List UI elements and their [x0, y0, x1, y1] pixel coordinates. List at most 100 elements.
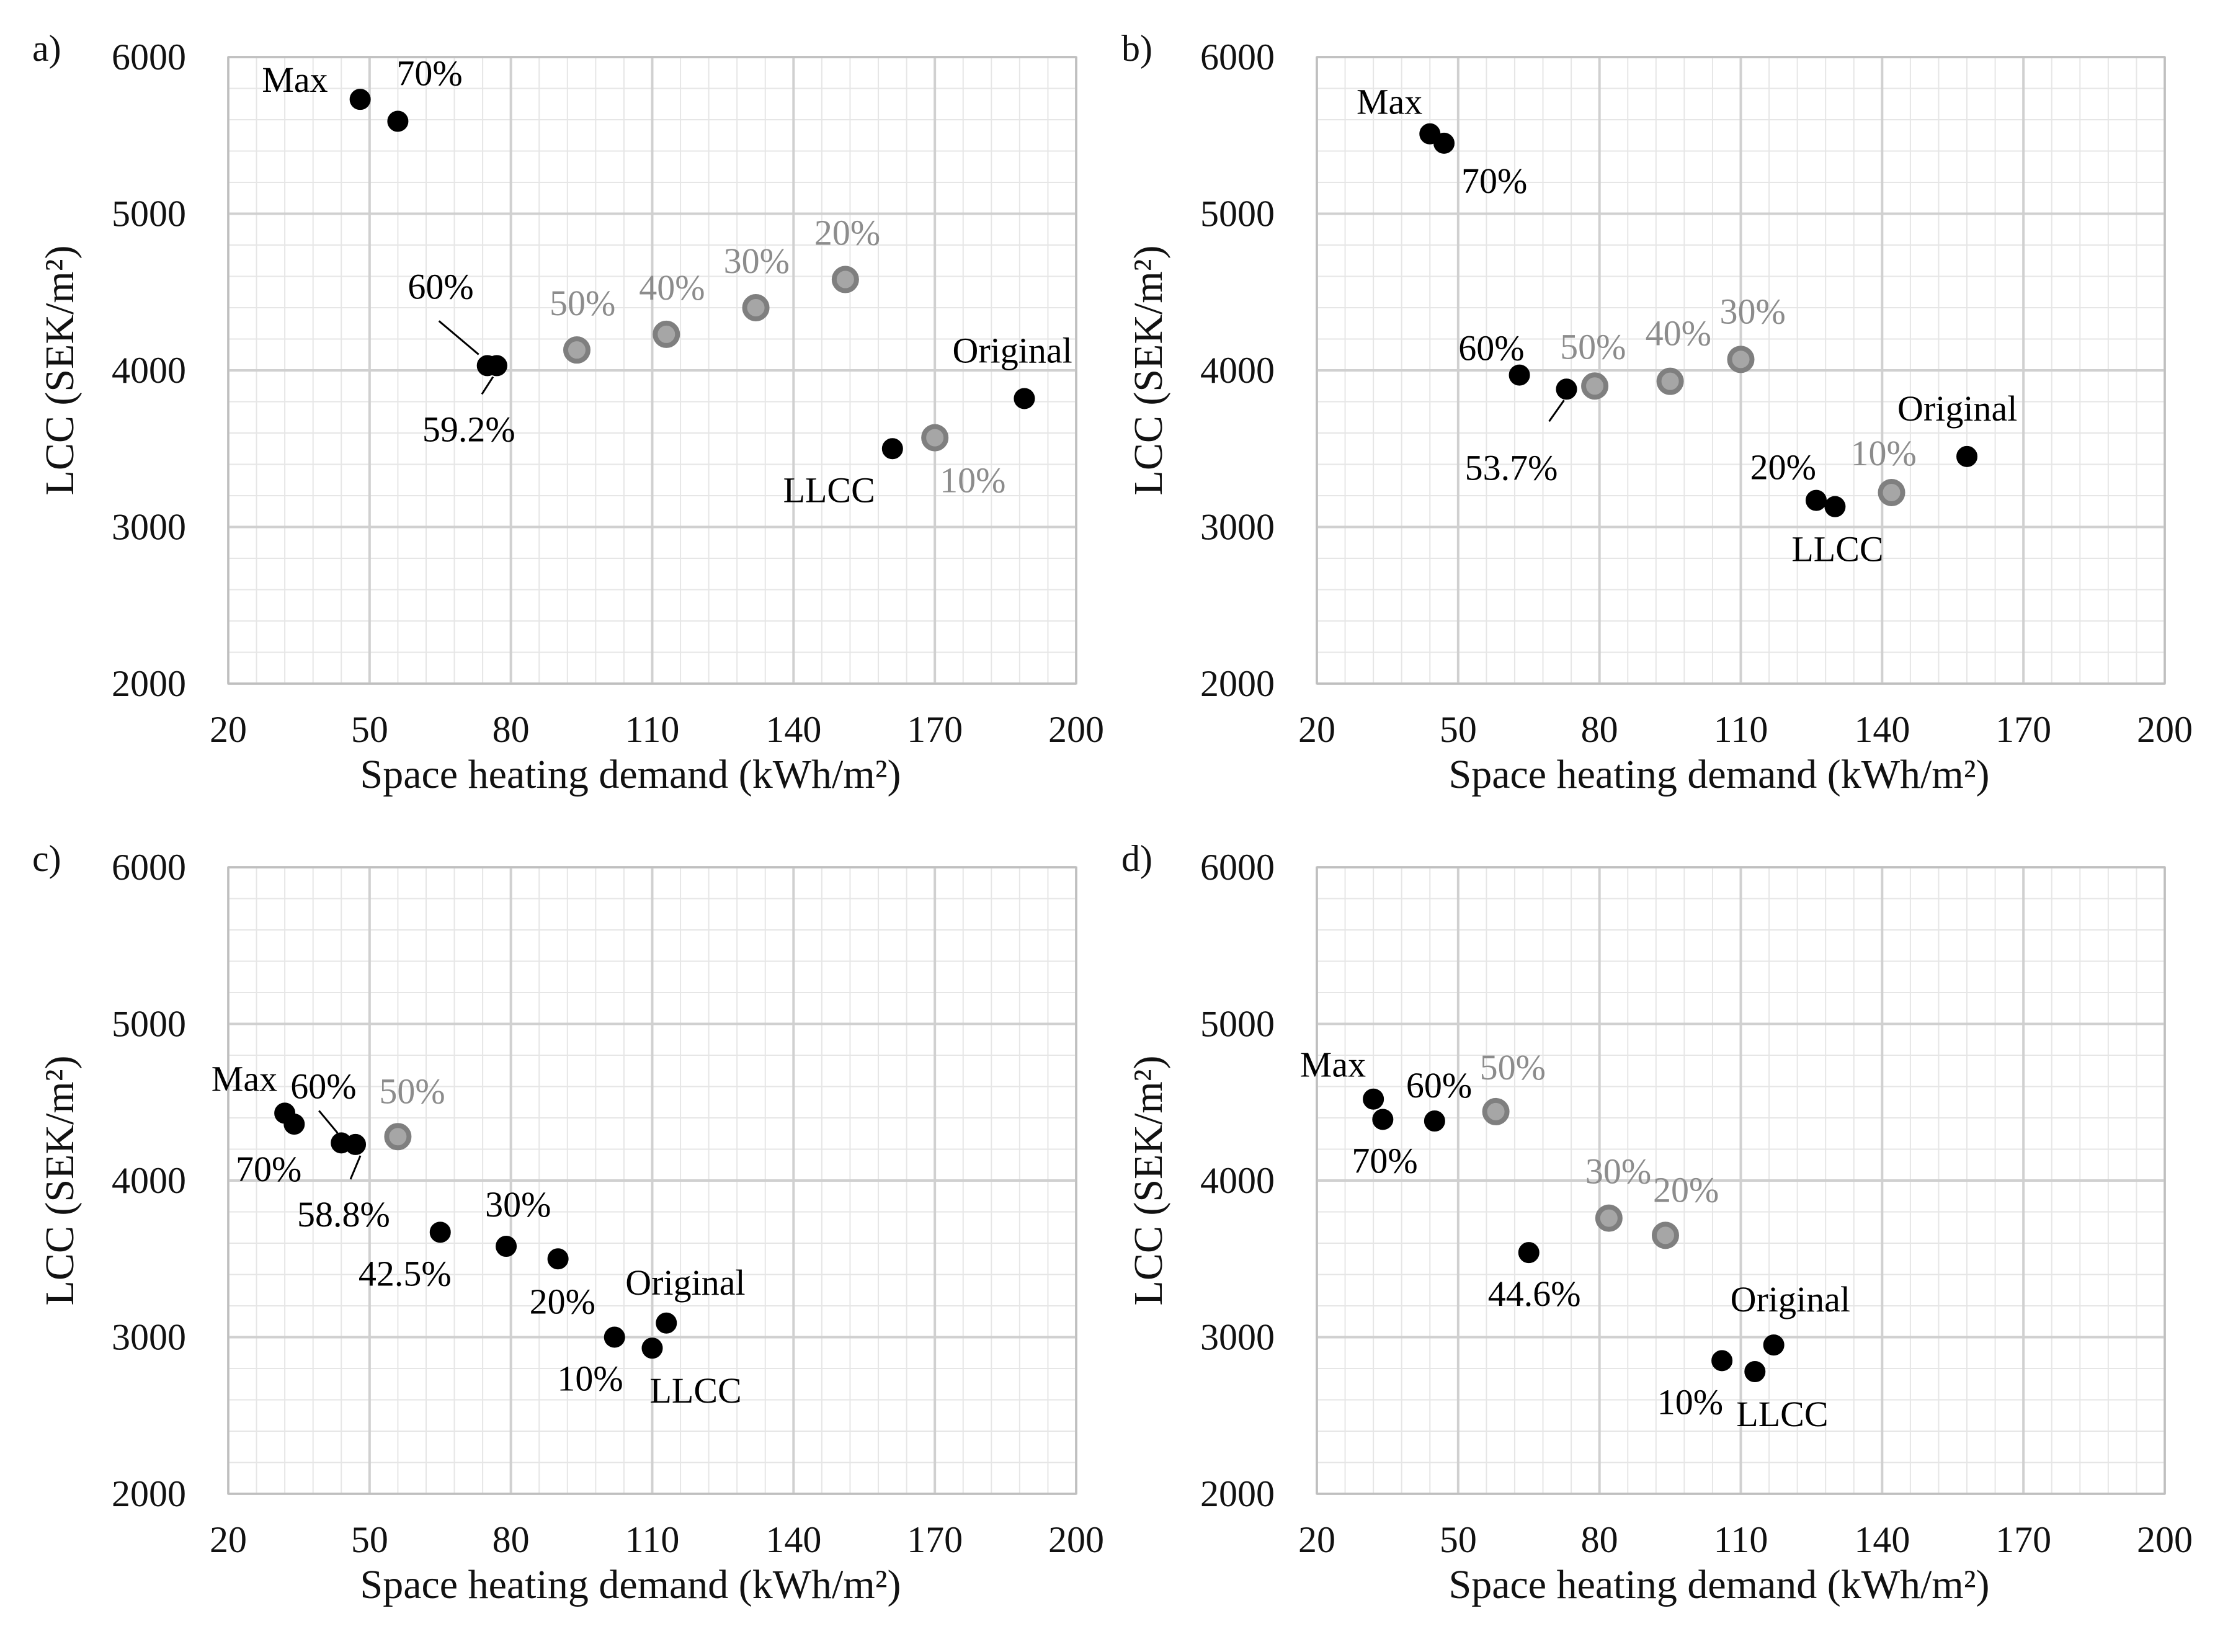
data-label-llcc: LLCC	[1791, 529, 1883, 569]
y-tick-label: 5000	[112, 1004, 186, 1045]
data-label-llcc: LLCC	[650, 1370, 742, 1411]
point-60pct	[1509, 364, 1530, 386]
data-label-40pct: 40%	[639, 267, 705, 308]
leader-line-58-8pct	[349, 1155, 362, 1180]
leader-line-53-7pct	[1548, 400, 1565, 422]
data-label-60pct: 60%	[1406, 1065, 1472, 1105]
data-label-original: Original	[1897, 388, 2017, 429]
series-points	[349, 89, 1035, 460]
panel-label: c)	[32, 838, 61, 879]
x-tick-label: 110	[1714, 709, 1768, 750]
y-axis-title: LCC (SEK/m²)	[1126, 1056, 1171, 1306]
y-tick-label: 4000	[112, 350, 186, 391]
x-tick-label: 140	[765, 709, 821, 750]
point-10pct	[1878, 478, 1905, 506]
plot-frame	[227, 866, 1077, 1495]
series-points	[1363, 1088, 1785, 1383]
x-tick-label: 110	[625, 1519, 680, 1560]
x-axis-title: Space heating demand (kWh/m²)	[1449, 752, 1990, 797]
x-tick-label: 20	[1298, 709, 1335, 750]
y-tick-label: 2000	[1200, 1473, 1275, 1514]
y-tick-label: 6000	[1200, 37, 1275, 78]
y-tick-label: 2000	[1200, 663, 1275, 704]
x-axis-title: Space heating demand (kWh/m²)	[1449, 1562, 1990, 1607]
x-tick-label: 110	[1714, 1519, 1768, 1560]
x-axis-title: Space heating demand (kWh/m²)	[360, 1562, 901, 1607]
x-tick-label: 80	[1581, 1519, 1618, 1560]
x-tick-label: 20	[210, 1519, 247, 1560]
x-tick-label: 140	[1854, 709, 1910, 750]
y-tick-label: 2000	[112, 1473, 186, 1514]
point-70pct	[283, 1114, 305, 1135]
data-label-max: Max	[212, 1058, 277, 1099]
y-tick-label: 3000	[112, 507, 186, 548]
panel-b: 20 50 80 110 140 170 200 2000 3000 4000 5000 6000 Sp…	[1121, 28, 2193, 797]
data-label-original: Original	[1731, 1279, 1850, 1319]
x-tick-label: 80	[492, 1519, 530, 1560]
point-50pct	[1581, 372, 1609, 400]
point-40pct	[1656, 367, 1684, 395]
plot-frame	[227, 56, 1077, 685]
point-max	[349, 89, 371, 110]
data-label-40pct: 40%	[1646, 313, 1711, 354]
point-20pct	[1651, 1221, 1679, 1249]
data-label-20pct: 20%	[530, 1281, 595, 1321]
panel-d: 20 50 80 110 140 170 200 2000 3000 4000 5000 6000 Sp…	[1121, 838, 2193, 1607]
point-10pct	[1711, 1350, 1733, 1372]
data-label-llcc: LLCC	[1736, 1394, 1828, 1434]
point-50pct	[384, 1123, 412, 1151]
x-tick-label: 170	[1995, 709, 2051, 750]
data-label-max: Max	[262, 60, 328, 100]
data-label-30pct: 30%	[1585, 1151, 1651, 1192]
point-llcc	[881, 438, 903, 460]
point-40pct	[653, 320, 680, 348]
y-tick-label: 3000	[112, 1317, 186, 1358]
x-tick-label: 200	[2137, 1519, 2193, 1560]
data-label-59-2pct: 59.2%	[422, 409, 515, 449]
y-tick-label: 5000	[112, 194, 186, 234]
x-tick-label: 110	[625, 709, 680, 750]
leader-line-60pct	[318, 1110, 339, 1134]
point-60pct	[1424, 1110, 1445, 1132]
panel-label: b)	[1121, 28, 1152, 69]
data-label-30pct: 30%	[1720, 291, 1786, 331]
y-axis-title: LCC (SEK/m²)	[37, 1056, 82, 1306]
y-tick-label: 4000	[1200, 1160, 1275, 1201]
y-tick-label: 5000	[1200, 194, 1275, 234]
x-tick-label: 140	[1854, 1519, 1910, 1560]
data-label-30pct: 30%	[485, 1184, 551, 1225]
data-label-30pct: 30%	[724, 241, 790, 281]
data-label-58-8pct: 58.8%	[297, 1194, 390, 1235]
data-label-70pct: 70%	[1461, 161, 1527, 201]
point-42-5pct	[429, 1221, 451, 1243]
panel-a: 20 50 80 110 140 170 200 2000 3000 4000 5000 6000 Sp…	[32, 28, 1104, 797]
x-tick-label: 200	[1048, 1519, 1104, 1560]
data-label-original: Original	[952, 330, 1072, 370]
x-tick-label: 170	[907, 709, 963, 750]
leader-line-59-2pct	[481, 376, 494, 395]
point-59-2pct	[486, 355, 507, 377]
data-label-10pct: 10%	[557, 1359, 623, 1399]
data-label-42-5pct: 42.5%	[359, 1253, 452, 1293]
x-axis-title: Space heating demand (kWh/m²)	[360, 752, 901, 797]
y-tick-label: 3000	[1200, 1317, 1275, 1358]
data-label-50pct: 50%	[550, 283, 615, 323]
y-tick-label: 6000	[112, 847, 186, 888]
data-label-original: Original	[625, 1262, 745, 1303]
point-30pct	[1595, 1204, 1623, 1232]
series-points	[274, 1102, 677, 1359]
x-tick-label: 140	[765, 1519, 821, 1560]
point-70pct	[1372, 1109, 1394, 1130]
y-tick-label: 5000	[1200, 1004, 1275, 1045]
point-70pct	[1433, 132, 1455, 154]
point-70pct	[387, 110, 409, 132]
point-original	[1014, 388, 1035, 409]
leader-line-60pct	[438, 320, 479, 355]
point-50pct	[563, 336, 591, 364]
point-30pct	[496, 1236, 517, 1257]
x-tick-label: 20	[1298, 1519, 1335, 1560]
data-label-max: Max	[1357, 82, 1422, 122]
point-original	[1956, 445, 1978, 467]
point-llcc	[1824, 496, 1846, 517]
